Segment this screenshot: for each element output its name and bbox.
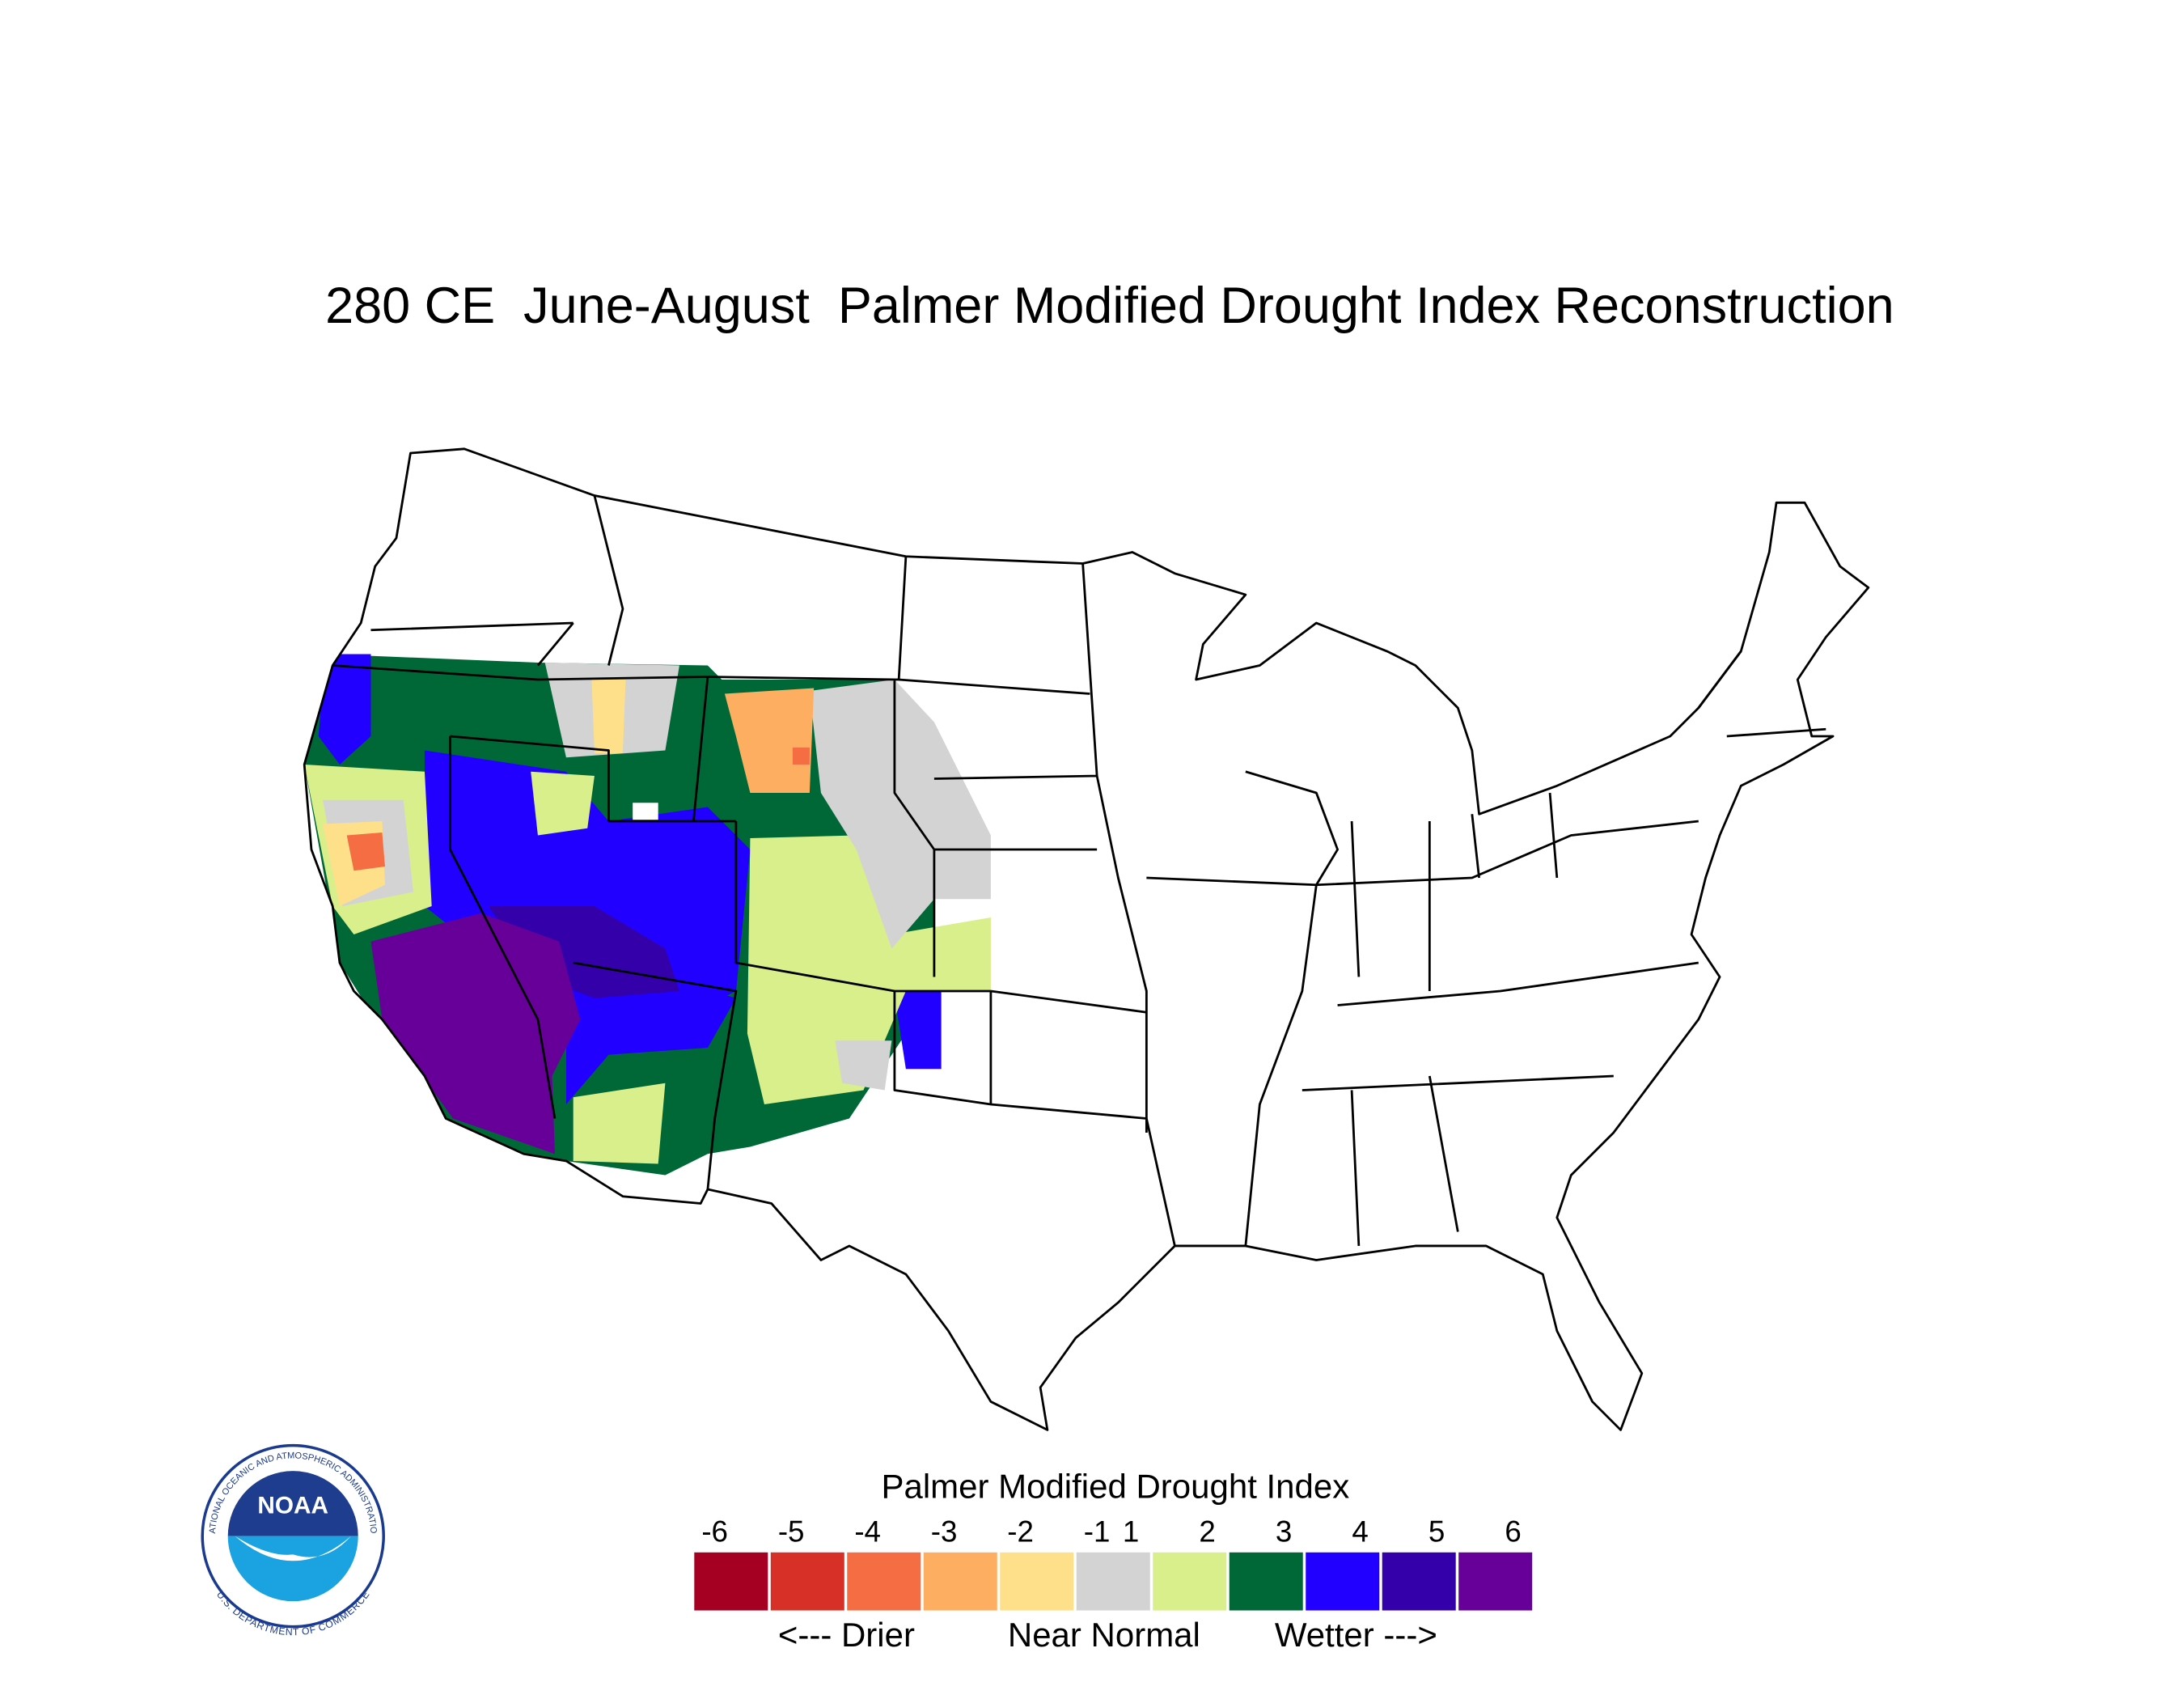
legend-tick-label: -1 (1084, 1515, 1111, 1549)
legend-range-label: <--- Drier (778, 1616, 915, 1654)
legend-tick-label: -2 (1007, 1515, 1034, 1549)
drought-region (591, 680, 626, 754)
legend-swatch (1227, 1551, 1305, 1612)
legend: -6 -5 -4 -3 -2 -1 1 2 3 4 5 6 <--- Drier Near Normal W… (692, 1515, 1534, 1654)
legend-tick-label: -3 (931, 1515, 958, 1549)
legend-range-label: Near Normal (1008, 1616, 1200, 1654)
drought-region (488, 905, 679, 998)
no-data-cell (633, 803, 658, 820)
legend-tick-label: 1 (1123, 1515, 1139, 1549)
legend-tick-label: 6 (1505, 1515, 1521, 1549)
legend-swatch (998, 1551, 1076, 1612)
legend-tick-label: 4 (1352, 1515, 1368, 1549)
logo-top (227, 1471, 358, 1536)
legend-tick-label: -5 (778, 1515, 805, 1549)
legend-tick-label: -6 (701, 1515, 728, 1549)
drought-region (318, 654, 371, 765)
drought-region (531, 771, 595, 836)
logo-bird (235, 1536, 351, 1561)
drought-region (792, 748, 810, 765)
map-title: 280 CE June-August Palmer Modified Droug… (325, 278, 1894, 334)
legend-range-label: Wetter ---> (1275, 1616, 1437, 1654)
legend-swatch (1457, 1551, 1534, 1612)
legend-swatch (1304, 1551, 1381, 1612)
state-lines (332, 495, 1826, 1247)
legend-swatch (1380, 1551, 1458, 1612)
drought-region (370, 913, 581, 1155)
legend-tick-label: 5 (1428, 1515, 1445, 1549)
drought-region (565, 977, 736, 1104)
legend-swatch (1151, 1551, 1228, 1612)
drought-region (891, 977, 942, 1070)
legend-title: Palmer Modified Drought Index (881, 1467, 1349, 1505)
drought-region (835, 1040, 892, 1091)
drought-region (346, 833, 385, 871)
legend-tick-label: -4 (854, 1515, 881, 1549)
legend-swatch (845, 1551, 923, 1612)
logo-name: NOAA (257, 1493, 328, 1519)
legend-swatch (692, 1551, 770, 1612)
legend-swatch (769, 1551, 846, 1612)
legend-tick-label: 2 (1199, 1515, 1215, 1549)
drought-region (809, 680, 991, 949)
drought-regions (304, 654, 991, 1176)
drought-region (724, 688, 815, 794)
legend-swatch (922, 1551, 999, 1612)
legend-tick-label: 3 (1276, 1515, 1292, 1549)
legend-swatch (1075, 1551, 1152, 1612)
drought-region (747, 835, 991, 1104)
drought-region (573, 1083, 666, 1164)
